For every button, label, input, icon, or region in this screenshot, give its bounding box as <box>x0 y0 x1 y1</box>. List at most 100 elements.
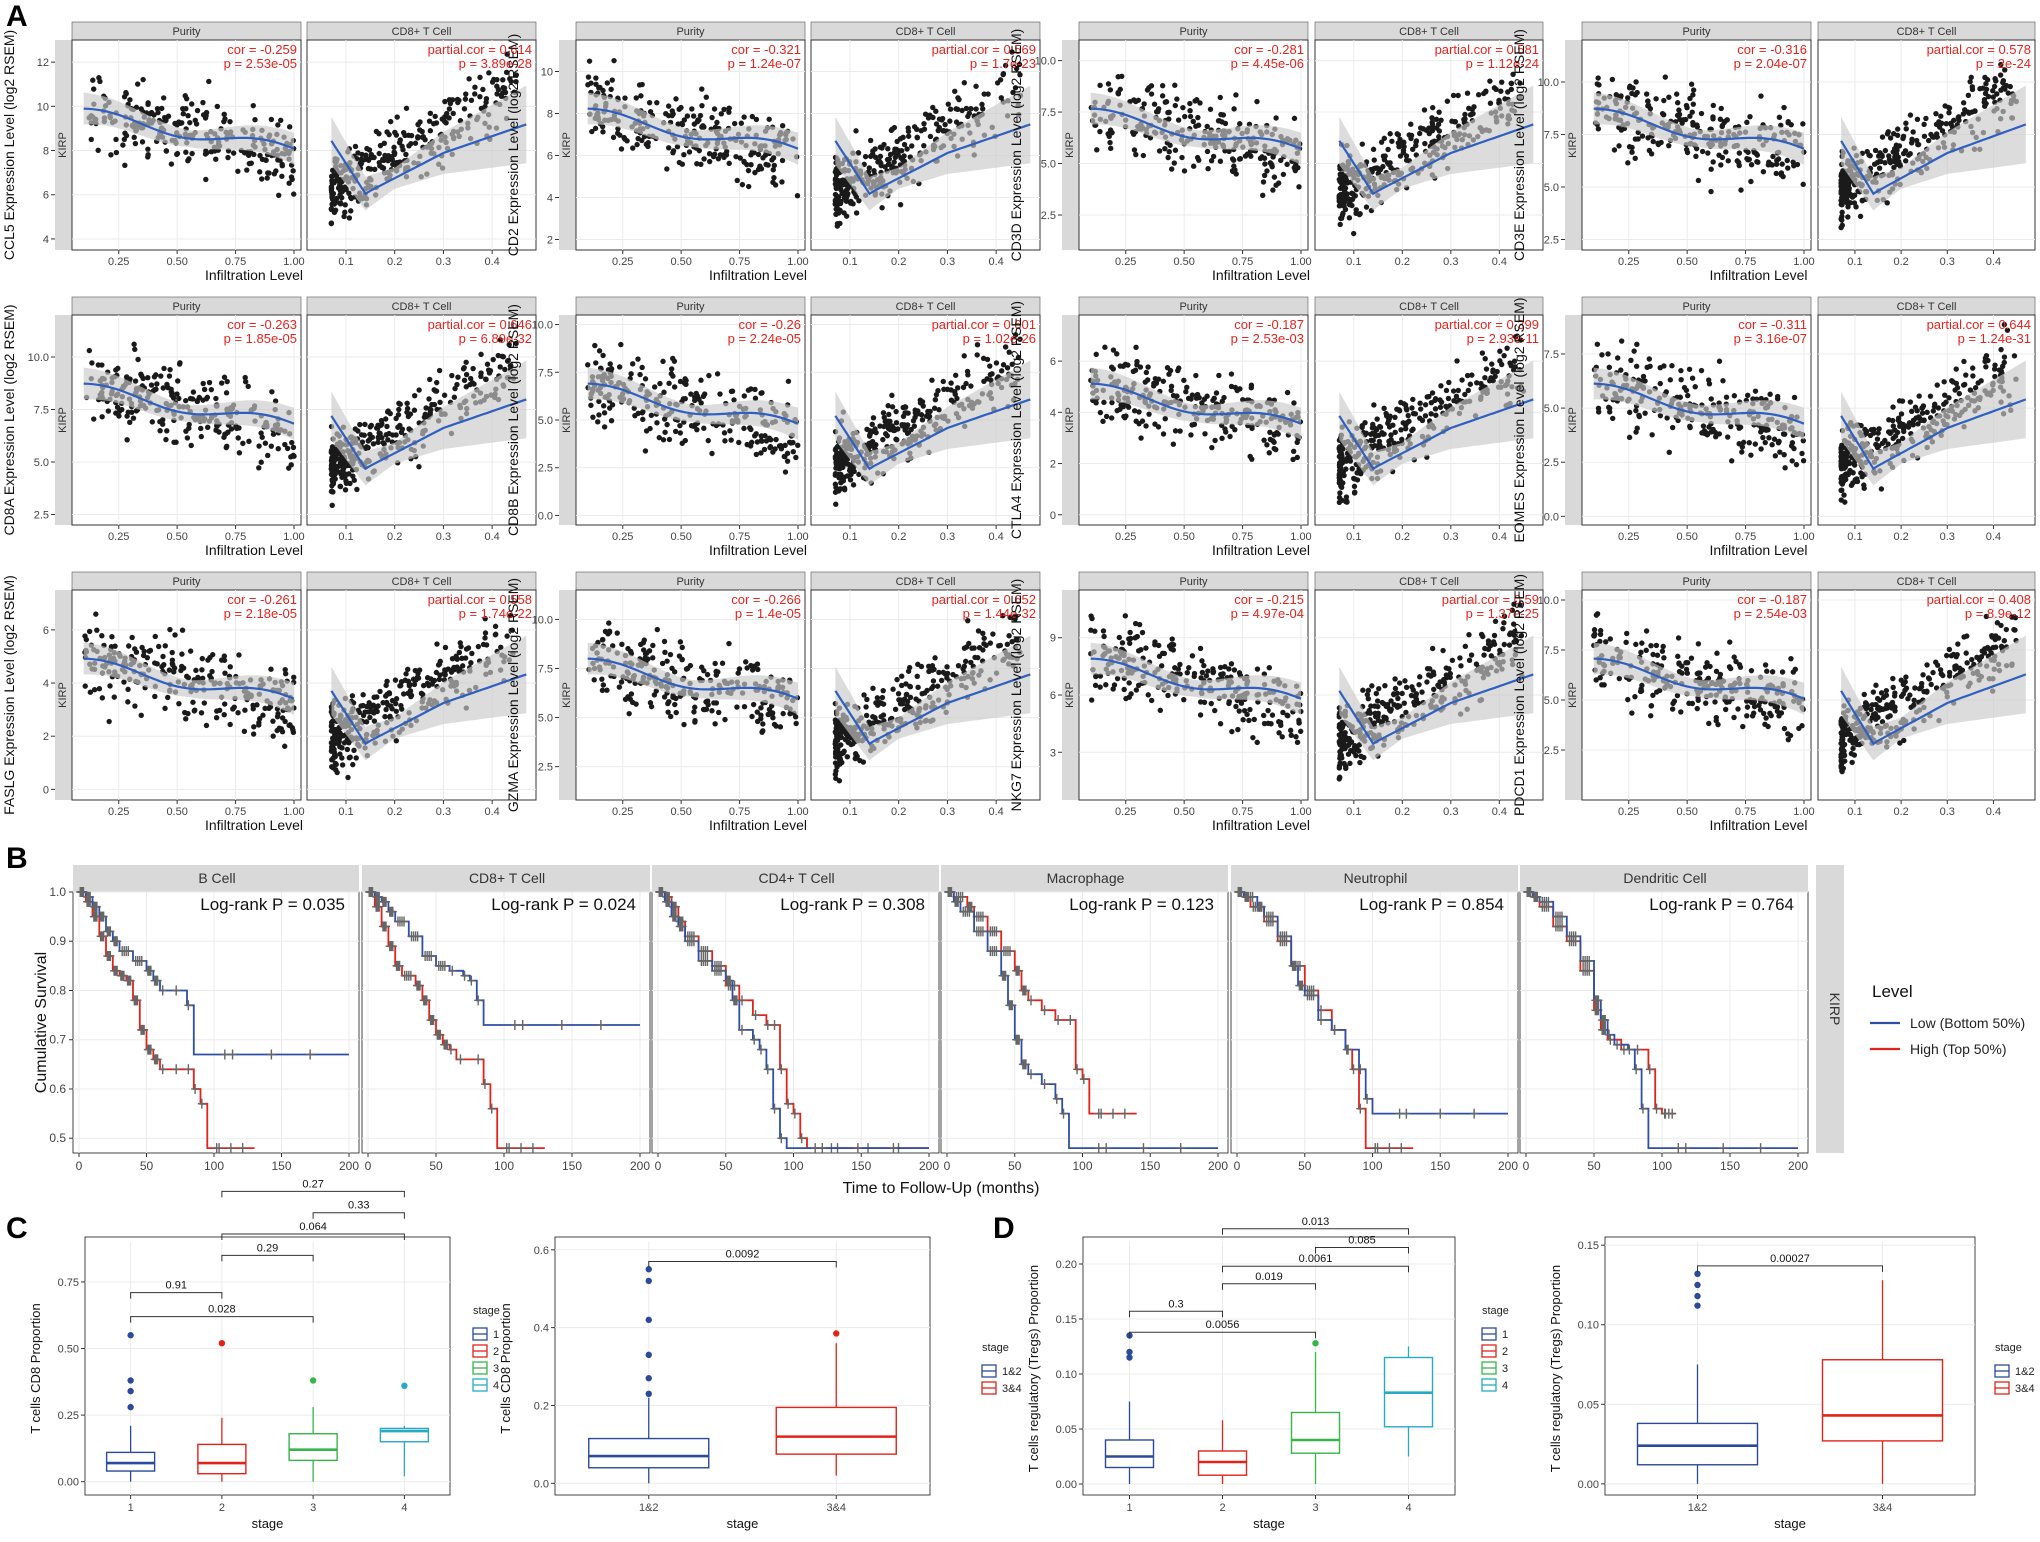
scatter-point <box>132 140 139 147</box>
scatter-point <box>767 444 774 450</box>
scatter-point <box>1337 171 1343 178</box>
scatter-point <box>1939 128 1946 134</box>
scatter-point <box>1409 427 1415 434</box>
loess-fit-line <box>587 107 799 150</box>
scatter-point <box>778 442 784 449</box>
scatter-point <box>637 371 643 378</box>
scatter-point <box>1489 361 1495 367</box>
scatter-point <box>357 421 363 428</box>
y-tick-label: 6 <box>43 190 49 202</box>
scatter-point <box>901 153 907 159</box>
scatter-point <box>1097 128 1103 135</box>
x-tick-label: 0.2 <box>891 256 906 268</box>
scatter-point <box>968 106 974 112</box>
scatter-point <box>1970 365 1976 371</box>
scatter-point <box>689 106 695 112</box>
scatter-point <box>1130 368 1137 375</box>
scatter-point <box>973 106 979 112</box>
scatter-point <box>494 91 500 97</box>
purity-strip-label: Purity <box>172 26 201 38</box>
scatter-point <box>122 162 128 169</box>
scatter-point <box>896 148 902 154</box>
x-tick-label: 0.3 <box>1443 531 1458 543</box>
scatter-point <box>1688 81 1695 87</box>
scatter-point <box>635 356 641 362</box>
scatter-point <box>1009 49 1015 55</box>
scatter-point <box>1338 451 1345 458</box>
y-axis-label: CD2 Expression Level (log2 RSEM) <box>505 34 521 257</box>
scatter-point <box>154 105 161 112</box>
scatter-point <box>608 86 614 93</box>
scatter-point <box>1611 147 1618 153</box>
scatter-point <box>245 383 251 390</box>
scatter-point <box>230 150 237 156</box>
scatter-point <box>1013 65 1020 72</box>
scatter-point <box>214 103 221 110</box>
kirp-label: KIRP <box>1064 132 1076 158</box>
scatter-point <box>699 102 705 109</box>
scatter-point <box>1482 356 1488 362</box>
scatter-point <box>339 461 345 468</box>
scatter-point <box>1751 149 1758 156</box>
scatter-point <box>1710 102 1717 109</box>
scatter-point <box>1698 110 1705 117</box>
y-tick-label: 8 <box>43 146 49 158</box>
y-tick-label: 5.0 <box>34 457 49 469</box>
scatter-point <box>643 428 650 434</box>
scatter-point <box>1867 153 1873 159</box>
scatter-point <box>1705 377 1712 383</box>
scatter-point <box>184 435 191 441</box>
scatter-point <box>129 409 135 415</box>
scatter-point <box>148 109 155 116</box>
scatter-point <box>1890 404 1896 410</box>
scatter-point <box>714 119 720 126</box>
scatter-point <box>1778 171 1784 178</box>
y-tick-label: 5.0 <box>1041 159 1056 171</box>
scatter-point <box>2002 86 2008 92</box>
scatter-point <box>609 77 615 83</box>
scatter-point <box>507 76 513 82</box>
scatter-point <box>183 95 190 102</box>
scatter-point <box>491 76 497 83</box>
scatter-point <box>1858 470 1864 476</box>
scatter-point <box>843 213 850 219</box>
scatter-point <box>1941 379 1947 385</box>
purity-strip-label: Purity <box>676 301 705 313</box>
scatter-point <box>343 185 349 192</box>
scatter-point <box>947 106 954 112</box>
scatter-point <box>1634 341 1640 348</box>
scatter-point <box>1459 377 1465 383</box>
scatter-point <box>333 463 339 469</box>
scatter-point <box>1242 153 1249 159</box>
scatter-point <box>1698 367 1705 374</box>
scatter-point <box>132 378 139 384</box>
scatter-point <box>163 148 170 154</box>
scatter-point <box>225 154 231 161</box>
scatter-point <box>1381 405 1387 411</box>
scatter-point <box>1275 431 1281 437</box>
scatter-point <box>706 372 712 379</box>
scatter-point <box>616 364 623 370</box>
x-axis-label: Infiltration Level <box>1709 267 1807 283</box>
scatter-point <box>1609 76 1616 83</box>
scatter-point <box>259 176 265 182</box>
cd8-strip-label: CD8+ T Cell <box>896 26 956 38</box>
scatter-point <box>450 110 456 117</box>
scatter-point <box>1925 137 1932 144</box>
scatter-point <box>1216 372 1222 379</box>
scatter-point <box>593 75 599 81</box>
scatter-point <box>832 201 839 207</box>
loess-fit-line <box>83 107 295 150</box>
scatter-point <box>1135 97 1142 103</box>
scatter-point <box>1162 145 1168 152</box>
cor-text: cor = -0.321 <box>731 42 801 57</box>
scatter-point <box>1901 428 1907 435</box>
scatter-point <box>832 472 839 478</box>
scatter-point <box>1159 93 1166 99</box>
scatter-point <box>721 106 727 113</box>
scatter-point <box>1853 204 1859 210</box>
scatter-point <box>328 185 335 192</box>
scatter-point <box>665 145 672 151</box>
cd8-strip-label: CD8+ T Cell <box>1399 301 1459 313</box>
scatter-point <box>1746 156 1752 163</box>
